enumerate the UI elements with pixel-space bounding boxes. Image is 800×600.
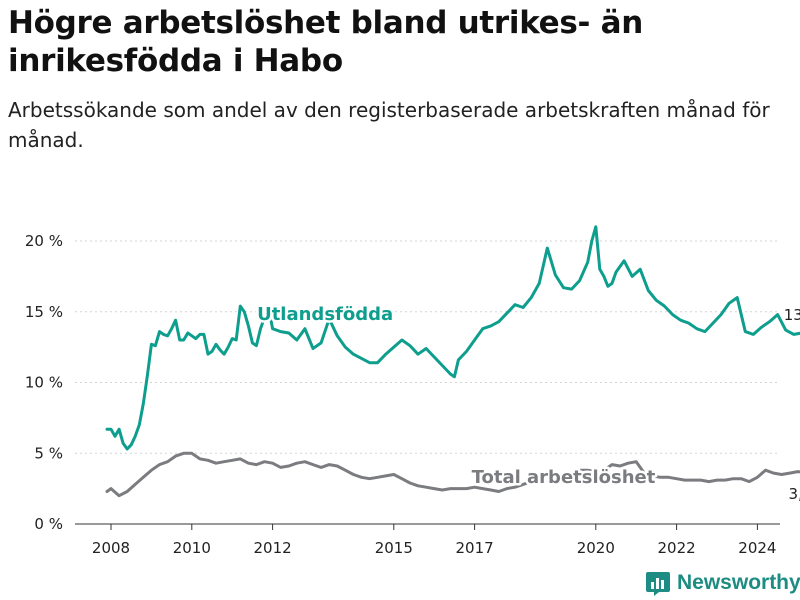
- x-tick-label: 2024: [738, 539, 776, 557]
- series-labels: Utlandsfödda 13,2 % Total arbetslöshet 3,6 …: [255, 302, 800, 505]
- y-tick-label: 0 %: [34, 515, 63, 533]
- chart-title: Högre arbetslöshet bland utrikes- än inr…: [8, 5, 644, 79]
- x-tick-label: 2022: [658, 539, 696, 557]
- series-line-utlandsfodda: [105, 225, 800, 451]
- series-name-label: Total arbetslöshet: [472, 467, 656, 488]
- series-line-total: [105, 451, 800, 498]
- x-tick-label: 2020: [577, 539, 615, 557]
- x-tick-label: 2012: [254, 539, 292, 557]
- y-tick-label: 10 %: [25, 374, 63, 392]
- y-tick-label: 20 %: [25, 232, 63, 250]
- gridlines: [75, 240, 780, 454]
- y-tick-label: 5 %: [34, 444, 63, 462]
- x-axis: 2008 2010 2012 2015 2017 2020 2022 2024: [75, 523, 780, 557]
- series-end-label: 13,2 %: [784, 306, 800, 324]
- y-axis: 0 % 5 % 10 % 15 % 20 %: [25, 232, 63, 533]
- series-end-label: 3,6 %: [788, 485, 800, 503]
- chart-subtitle: Arbetssökande som andel av den registerb…: [8, 98, 770, 152]
- x-tick-label: 2010: [173, 539, 211, 557]
- newsworthy-logo-icon: [646, 572, 670, 596]
- x-tick-label: 2008: [92, 539, 130, 557]
- x-tick-label: 2017: [456, 539, 494, 557]
- brand-logo[interactable]: Newsworthy: [645, 567, 800, 599]
- y-tick-label: 15 %: [25, 303, 63, 321]
- brand-name: Newsworthy: [677, 571, 800, 594]
- x-tick-label: 2015: [375, 539, 413, 557]
- series-name-label: Utlandsfödda: [257, 304, 393, 325]
- series-lines: [105, 225, 800, 498]
